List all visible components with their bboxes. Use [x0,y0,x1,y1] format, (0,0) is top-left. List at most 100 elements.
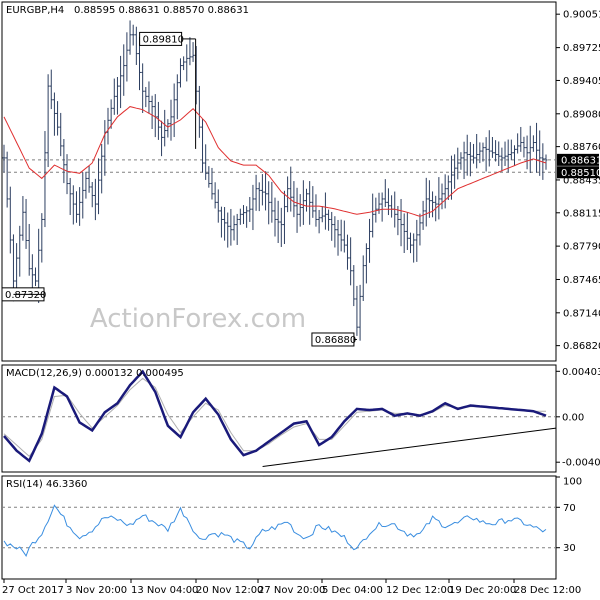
ohlc-bar [528,125,532,174]
macd-axis-tick-label: 0.00403 [562,367,600,378]
time-axis-tick-label: 12 Dec 12:00 [386,585,453,596]
ohlc-bar [15,243,19,293]
ohlc-bar [71,185,75,225]
ohlc-bar [424,177,428,227]
ohlc-bar [191,42,195,62]
ohlc-bar [358,284,362,341]
ohlc-bar [84,171,88,199]
macd-axis-tick-label: -0.004021 [562,458,600,469]
ohlc-bar [503,141,507,166]
ohlc-bar [5,151,9,208]
ohlc-bar [270,181,274,223]
ohlc-bar [119,55,123,109]
price-axis-tick-label: 0.89725 [563,43,600,54]
ohlc-bar [544,154,548,170]
moving-average-line [3,106,547,217]
ohlc-bar [273,197,277,237]
ohlc-bar [251,184,255,231]
ohlc-bar [472,143,476,164]
ohlc-bar [333,216,337,248]
ohlc-bar [245,206,249,228]
ohlc-bar [210,167,214,200]
macd-title: MACD(12,26,9) 0.000132 0.000495 [6,368,184,379]
ohlc-bar [431,191,435,218]
ohlc-bar [112,78,116,115]
ohlc-bar [56,101,60,136]
ohlc-bar [282,190,286,245]
ohlc-bar [487,130,491,167]
ohlc-bar [207,166,211,188]
ohlc-bar [361,255,365,302]
ohlc-bar [402,213,406,253]
ohlc-bar [383,179,387,207]
ohlc-bar [345,234,349,270]
ohlc-bar [248,196,252,222]
price-axis-tick-label: 0.88435 [563,175,600,186]
ohlc-bar [342,220,346,253]
ohlc-bar [462,141,466,180]
ohlc-bar [427,180,431,218]
ohlc-bar [437,177,441,220]
price-bars [2,20,548,341]
ohlc-bar [30,254,34,288]
ohlc-bar [522,136,526,158]
ohlc-bar [27,223,31,276]
ohlc-bar [52,92,56,136]
rsi-line [3,504,547,557]
ohlc-bar [141,63,145,113]
ohlc-bar [46,74,50,168]
rsi-title: RSI(14) 46.3360 [6,479,87,490]
ohlc-bar [371,193,375,238]
ohlc-bar [125,32,129,82]
ohlc-bar [115,76,119,115]
ohlc-bar [134,26,138,65]
ohlc-bar [339,219,343,252]
ohlc-bar [535,122,539,173]
ohlc-bar [163,109,167,147]
ohlc-bar [352,265,356,307]
price-axis-tick-label: 0.87465 [563,275,600,286]
ohlc-bar [219,206,223,238]
price-axis-tick-label: 0.89405 [563,76,600,87]
ohlc-bar [213,182,217,209]
ohlc-bar [490,136,494,158]
ohlc-bar [232,215,236,241]
ohlc-bar [317,209,321,234]
ohlc-bar [500,147,504,172]
ohlc-bar [182,56,186,71]
watermark: ActionForex.com [90,304,306,334]
ohlc-bar [59,112,63,157]
ohlc-bar [24,198,28,249]
price-panel-frame [1,1,557,362]
ohlc-bar [308,181,312,225]
ohlc-bar [506,139,510,173]
ohlc-bar [440,183,444,210]
ohlc-bar [90,181,94,208]
macd-axis-tick-label: 0.00 [562,412,584,423]
ohlc-bar [97,158,101,215]
ohlc-bar [399,198,403,247]
macd-signal-line [3,377,546,458]
ohlc-bar [197,85,201,138]
rsi-panel-frame [1,475,557,580]
ohlc-bar [538,130,542,176]
ohlc-bar [286,176,290,213]
ohlc-bar [519,126,523,152]
ohlc-bar [147,81,151,114]
ohlc-bar [229,208,233,246]
ohlc-bar [254,174,258,211]
ohlc-bar [87,166,91,193]
ohlc-bar [21,196,25,241]
ohlc-bar [144,86,148,108]
ohlc-bar [311,186,315,218]
ohlc-bar [380,192,384,222]
time-axis-tick-label: 27 Nov 20:00 [258,585,325,596]
ohlc-bar [264,171,268,211]
ohlc-bar [81,172,85,219]
ohlc-bar [390,195,394,218]
